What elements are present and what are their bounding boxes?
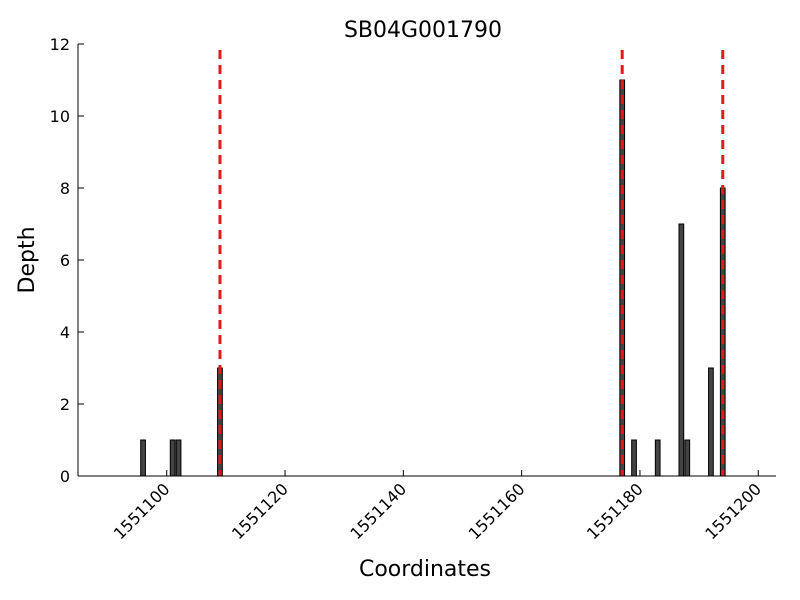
marker-group xyxy=(218,50,725,476)
y-tick-label: 2 xyxy=(60,395,70,414)
y-tick-label: 6 xyxy=(60,251,70,270)
bar-group xyxy=(140,79,726,477)
y-tick-label: 8 xyxy=(60,179,70,198)
x-axis-label: Coordinates xyxy=(359,557,491,582)
x-tick-label: 1551160 xyxy=(465,479,529,543)
y-axis-label: Depth xyxy=(15,226,40,293)
y-tick-label: 0 xyxy=(60,467,70,486)
depth-bar xyxy=(708,367,714,477)
depth-bar xyxy=(684,439,691,477)
axes: 0 2 4 6 8 10 12 1551100 1551120 1551140 1551160 155… xyxy=(50,35,776,543)
x-tick-label: 1551180 xyxy=(583,479,647,543)
x-tick-label: 1551100 xyxy=(110,479,174,543)
y-tick-label: 12 xyxy=(50,35,70,54)
x-tick-label: 1551200 xyxy=(701,479,765,543)
x-tick-label: 1551120 xyxy=(228,479,292,543)
depth-bar xyxy=(169,439,176,477)
y-tick-label: 10 xyxy=(50,107,70,126)
depth-bar xyxy=(631,439,637,477)
depth-bar xyxy=(678,223,685,477)
depth-bar xyxy=(140,439,146,477)
chart-title: SB04G001790 xyxy=(344,18,502,43)
depth-bar xyxy=(175,439,182,477)
y-tick-label: 4 xyxy=(60,323,70,342)
depth-bar xyxy=(654,439,661,477)
x-tick-label: 1551140 xyxy=(346,479,410,543)
